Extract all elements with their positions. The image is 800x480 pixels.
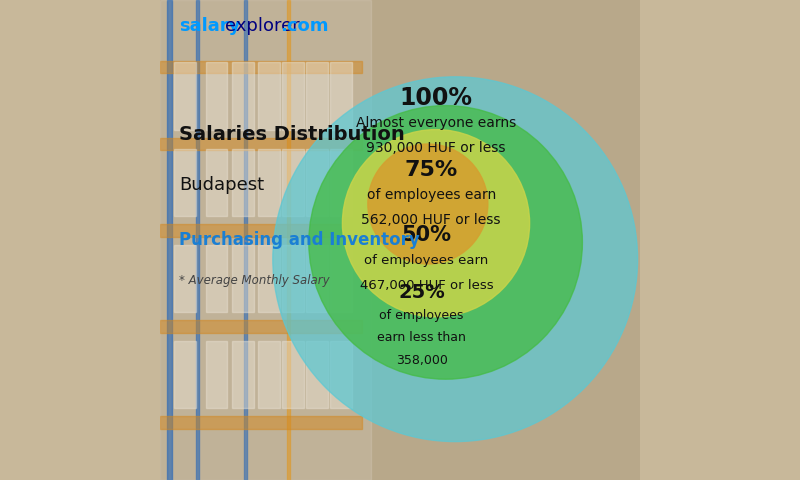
Text: Purchasing and Inventory: Purchasing and Inventory: [179, 231, 420, 249]
Text: of employees earn: of employees earn: [364, 253, 489, 267]
Text: 562,000 HUF or less: 562,000 HUF or less: [362, 213, 501, 228]
Bar: [206, 62, 227, 130]
Bar: [160, 416, 362, 429]
Bar: [258, 341, 280, 408]
Bar: [174, 341, 196, 408]
Bar: [282, 245, 304, 312]
Bar: [196, 0, 199, 480]
Bar: [282, 62, 304, 130]
Text: of employees earn: of employees earn: [366, 188, 496, 203]
Text: 358,000: 358,000: [396, 354, 447, 367]
Text: .com: .com: [280, 17, 329, 36]
Bar: [174, 245, 196, 312]
Circle shape: [342, 130, 530, 317]
Circle shape: [309, 106, 582, 379]
Bar: [330, 341, 352, 408]
Bar: [282, 149, 304, 216]
Bar: [232, 149, 254, 216]
Bar: [232, 341, 254, 408]
Text: Salaries Distribution: Salaries Distribution: [179, 125, 405, 144]
Text: 930,000 HUF or less: 930,000 HUF or less: [366, 141, 506, 156]
Text: * Average Monthly Salary: * Average Monthly Salary: [179, 274, 330, 288]
Bar: [160, 138, 362, 150]
Bar: [174, 62, 196, 130]
Bar: [160, 320, 362, 333]
Text: 50%: 50%: [402, 225, 451, 245]
Bar: [258, 245, 280, 312]
Text: explorer: explorer: [225, 17, 299, 36]
Text: 25%: 25%: [398, 283, 445, 302]
Text: of employees: of employees: [379, 309, 464, 322]
Bar: [167, 0, 171, 480]
Bar: [174, 149, 196, 216]
Bar: [330, 62, 352, 130]
Bar: [287, 0, 290, 480]
Bar: [258, 149, 280, 216]
Text: salary: salary: [179, 17, 241, 36]
Text: Budapest: Budapest: [179, 176, 264, 194]
Bar: [282, 341, 304, 408]
Bar: [160, 224, 362, 237]
Bar: [232, 245, 254, 312]
Bar: [206, 149, 227, 216]
Text: Almost everyone earns: Almost everyone earns: [356, 116, 516, 131]
Bar: [206, 245, 227, 312]
Bar: [160, 61, 362, 73]
Bar: [306, 149, 328, 216]
Bar: [330, 149, 352, 216]
Bar: [206, 341, 227, 408]
Bar: [258, 62, 280, 130]
Circle shape: [273, 77, 638, 442]
Circle shape: [368, 144, 488, 264]
Bar: [232, 62, 254, 130]
Bar: [244, 0, 247, 480]
Text: 100%: 100%: [399, 86, 473, 110]
Bar: [306, 245, 328, 312]
Text: 467,000 HUF or less: 467,000 HUF or less: [359, 278, 494, 292]
Bar: [160, 0, 371, 480]
Bar: [306, 62, 328, 130]
Text: earn less than: earn less than: [377, 331, 466, 344]
Bar: [306, 341, 328, 408]
Bar: [330, 245, 352, 312]
Text: 75%: 75%: [405, 160, 458, 180]
